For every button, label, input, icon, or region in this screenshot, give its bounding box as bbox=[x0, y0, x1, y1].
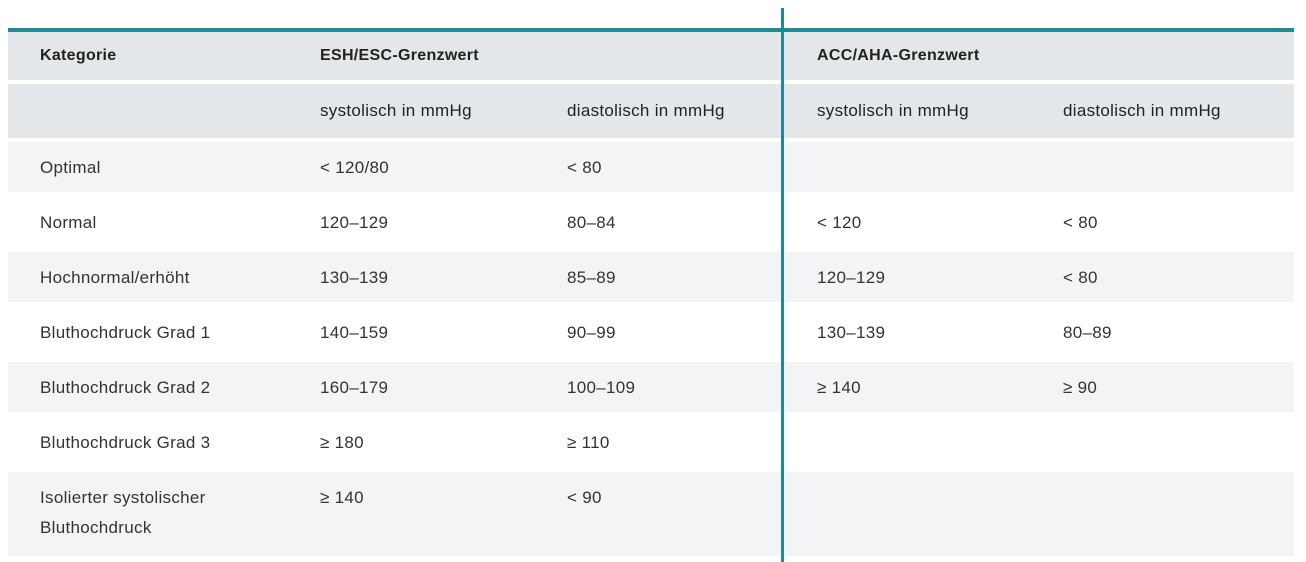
cell-value: 85–89 bbox=[567, 268, 616, 287]
subheader: systolisch in mmHg bbox=[817, 101, 969, 120]
divider bbox=[781, 8, 784, 562]
cell-value: ≥ 140 bbox=[320, 488, 364, 507]
cell-value: 140–159 bbox=[320, 323, 389, 342]
cell-value: < 90 bbox=[567, 488, 602, 507]
row-label: Optimal bbox=[40, 158, 101, 177]
group-header: Kategorie bbox=[40, 47, 117, 64]
row-label: Bluthochdruck Grad 1 bbox=[40, 323, 211, 342]
row-label: Isolierter systolischer Bluthochdruck bbox=[40, 488, 206, 537]
subheader: diastolisch in mmHg bbox=[567, 101, 725, 120]
cell-value: < 80 bbox=[1063, 268, 1098, 287]
top-rule bbox=[8, 28, 1294, 32]
cell-value: < 80 bbox=[1063, 213, 1098, 232]
cell-value: 80–89 bbox=[1063, 323, 1112, 342]
subheader: systolisch in mmHg bbox=[320, 101, 472, 120]
cell-value: 130–139 bbox=[817, 323, 886, 342]
row-label: Normal bbox=[40, 213, 97, 232]
cell-value: ≥ 90 bbox=[1063, 378, 1098, 397]
cell-value: ≥ 140 bbox=[817, 378, 861, 397]
cell-value: ≥ 180 bbox=[320, 433, 364, 452]
cell-value: 100–109 bbox=[567, 378, 636, 397]
row-label: Hochnormal/erhöht bbox=[40, 268, 190, 287]
row-label: Bluthochdruck Grad 2 bbox=[40, 378, 211, 397]
cell-value: ≥ 110 bbox=[567, 433, 610, 452]
cell-value: 120–129 bbox=[817, 268, 886, 287]
cell-value: 130–139 bbox=[320, 268, 389, 287]
cell-value: 80–84 bbox=[567, 213, 616, 232]
subheader-row-bg bbox=[8, 84, 1294, 138]
cell-value: 90–99 bbox=[567, 323, 616, 342]
row-label: Bluthochdruck Grad 3 bbox=[40, 433, 211, 452]
header-row-bg bbox=[8, 32, 1294, 80]
cell-value: 120–129 bbox=[320, 213, 389, 232]
row-bg bbox=[8, 252, 1294, 302]
group-header: ESH/ESC-Grenzwert bbox=[320, 47, 479, 64]
row-bg bbox=[8, 362, 1294, 412]
row-bg bbox=[8, 142, 1294, 192]
cell-value: < 120/80 bbox=[320, 158, 390, 177]
subheader: diastolisch in mmHg bbox=[1063, 101, 1221, 120]
cell-value: < 80 bbox=[567, 158, 602, 177]
cell-value: < 120 bbox=[817, 213, 862, 232]
group-header: ACC/AHA-Grenzwert bbox=[817, 47, 980, 64]
row-bg bbox=[8, 472, 1294, 556]
cell-value: 160–179 bbox=[320, 378, 389, 397]
